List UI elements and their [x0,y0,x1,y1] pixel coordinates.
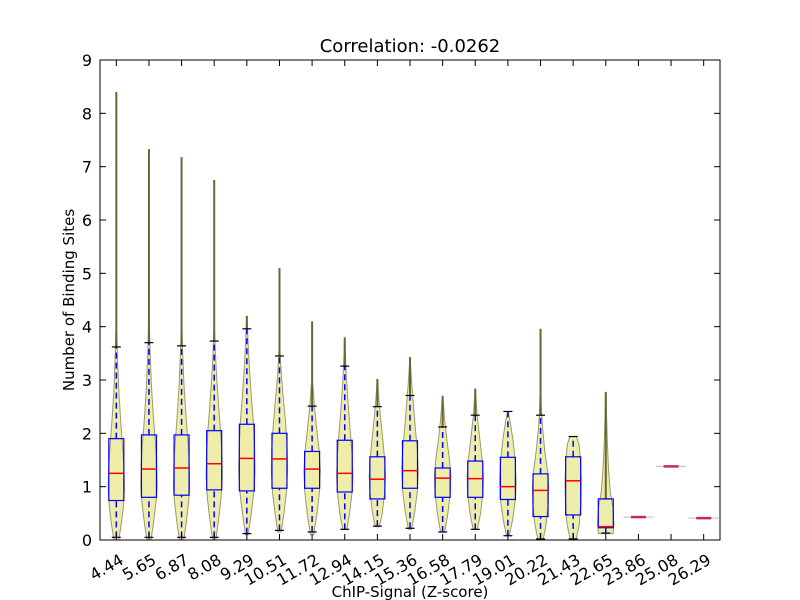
box-5 [271,432,288,489]
y-tick-label-0: 0 [82,531,92,550]
box-9 [401,440,419,489]
box-14 [565,456,582,516]
y-tick-label-9: 9 [82,51,92,70]
box-1 [140,434,158,498]
x-axis-label: ChIP-Signal (Z-score) [332,583,489,600]
box-6 [304,450,321,489]
violin-3 [205,331,223,540]
y-tick-label-5: 5 [82,264,92,283]
box-3 [206,430,223,491]
y-tick-label-4: 4 [82,318,92,337]
box-2 [173,434,190,496]
y-tick-label-1: 1 [82,478,92,497]
box-15 [597,498,614,529]
y-axis-label: Number of Binding Sites [60,209,78,391]
y-tick-label-3: 3 [82,371,92,390]
box-12 [499,456,516,501]
y-tick-label-7: 7 [82,158,92,177]
box-0 [108,438,125,502]
plot-content [107,92,719,540]
box-13 [532,473,549,518]
plot-area [107,92,719,540]
box-10 [434,467,451,498]
y-tick-label-2: 2 [82,424,92,443]
violin-12 [499,411,517,536]
box-8 [369,456,386,500]
box-4 [238,423,255,492]
y-tick-label-8: 8 [82,104,92,123]
chart-title: Correlation: -0.0262 [320,36,501,57]
y-tick-label-6: 6 [82,211,92,230]
box-7 [336,439,353,493]
